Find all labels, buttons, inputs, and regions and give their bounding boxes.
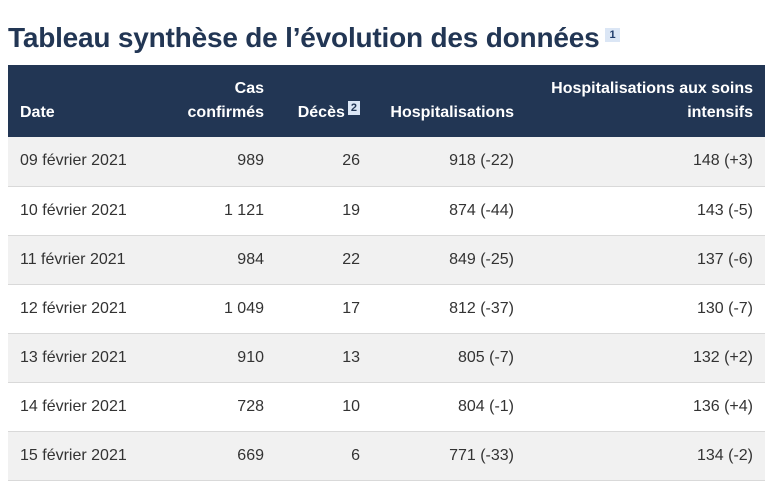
column-header-cases: Cas confirmés (152, 65, 276, 137)
table-header-row: Date Cas confirmés Décès 2 Hospitalisatio… (8, 65, 765, 137)
cell-cases: 984 (237, 250, 264, 268)
cell-cases: 1 049 (223, 299, 264, 317)
cell-cases: 910 (237, 348, 264, 366)
column-header-hospitalisations-label: Hospitalisations (390, 104, 514, 121)
table-header: Date Cas confirmés Décès 2 Hospitalisatio… (8, 65, 765, 137)
cell-deaths: 10 (342, 397, 360, 415)
deaths-footnote-link[interactable]: 2 (347, 101, 360, 115)
cell-icu: 132 (+2) (692, 348, 753, 366)
table-row: 10 février 2021 1 121 19 874 (-44) 143 (… (8, 186, 765, 235)
title-footnote-link[interactable]: 1 (605, 28, 620, 42)
cell-hospitalisations: 918 (-22) (449, 152, 514, 170)
cell-icu: 143 (-5) (696, 201, 753, 219)
cell-cases: 669 (237, 446, 264, 464)
cell-hospitalisations: 805 (-7) (457, 348, 514, 366)
cell-deaths: 19 (342, 201, 360, 219)
cell-deaths: 6 (351, 446, 360, 464)
column-header-deaths-label: Décès (297, 104, 345, 121)
column-header-icu: Hospitalisations aux soins intensifs (526, 65, 765, 137)
cell-hospitalisations: 874 (-44) (449, 201, 514, 219)
cell-hospitalisations: 849 (-25) (449, 250, 514, 268)
column-header-date-label: Date (20, 104, 55, 121)
cell-cases: 728 (237, 397, 264, 415)
column-header-date: Date (8, 65, 152, 137)
cell-date: 09 février 2021 (20, 152, 127, 170)
cell-hospitalisations: 812 (-37) (449, 299, 514, 317)
cell-deaths: 17 (342, 299, 360, 317)
cell-deaths: 22 (342, 250, 360, 268)
cell-date: 15 février 2021 (20, 446, 127, 464)
column-header-hospitalisations: Hospitalisations (372, 65, 526, 137)
table-row: 15 février 2021 669 6 771 (-33) 134 (-2) (8, 431, 765, 480)
cell-icu: 137 (-6) (696, 250, 753, 268)
column-header-deaths: Décès 2 (276, 65, 372, 137)
cell-deaths: 13 (342, 348, 360, 366)
cell-date: 11 février 2021 (20, 250, 126, 268)
column-header-cases-line1: Cas (234, 80, 264, 97)
cell-cases: 989 (237, 152, 264, 170)
cell-deaths: 26 (342, 152, 360, 170)
table-row: 12 février 2021 1 049 17 812 (-37) 130 (… (8, 284, 765, 333)
cell-hospitalisations: 771 (-33) (449, 446, 514, 464)
cell-date: 10 février 2021 (20, 201, 127, 219)
table-body: 09 février 2021 989 26 918 (-22) 148 (+3… (8, 137, 765, 480)
table-row: 11 février 2021 984 22 849 (-25) 137 (-6… (8, 235, 765, 284)
column-header-icu-line2: intensifs (687, 104, 753, 121)
table-row: 13 février 2021 910 13 805 (-7) 132 (+2) (8, 333, 765, 382)
cell-icu: 136 (+4) (692, 397, 753, 415)
column-header-cases-line2: confirmés (187, 104, 264, 121)
page-title: Tableau synthèse de l’évolution des donn… (8, 22, 600, 53)
cell-icu: 134 (-2) (696, 446, 753, 464)
cell-hospitalisations: 804 (-1) (457, 397, 514, 415)
data-summary-table: Date Cas confirmés Décès 2 Hospitalisatio… (8, 65, 765, 481)
cell-date: 14 février 2021 (20, 397, 127, 415)
cell-date: 12 février 2021 (20, 299, 127, 317)
cell-cases: 1 121 (223, 201, 264, 219)
cell-icu: 130 (-7) (696, 299, 753, 317)
cell-date: 13 février 2021 (20, 348, 127, 366)
cell-icu: 148 (+3) (692, 152, 753, 170)
table-row: 09 février 2021 989 26 918 (-22) 148 (+3… (8, 137, 765, 186)
column-header-icu-line1: Hospitalisations aux soins (551, 80, 753, 97)
table-row: 14 février 2021 728 10 804 (-1) 136 (+4) (8, 382, 765, 431)
title-row: Tableau synthèse de l’évolution des donn… (8, 18, 620, 58)
